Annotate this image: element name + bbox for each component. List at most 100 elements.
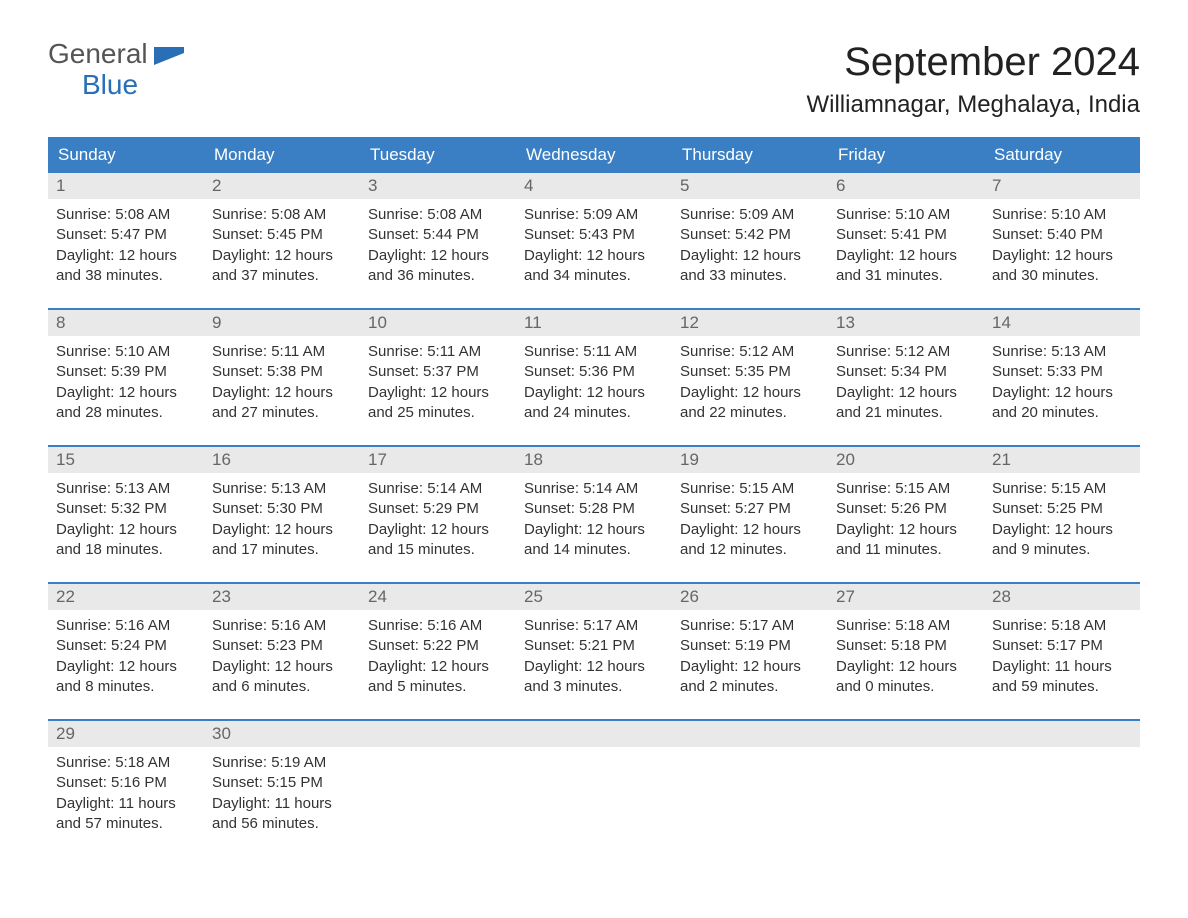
sunset-text: Sunset: 5:43 PM [524, 225, 664, 245]
title-block: September 2024 Williamnagar, Meghalaya, … [806, 40, 1140, 119]
sunset-text: Sunset: 5:18 PM [836, 636, 976, 656]
calendar-day: 17Sunrise: 5:14 AMSunset: 5:29 PMDayligh… [360, 447, 516, 564]
daylight-text: Daylight: 12 hours and 30 minutes. [992, 246, 1132, 287]
day-number: 12 [672, 310, 828, 336]
week-row: 8Sunrise: 5:10 AMSunset: 5:39 PMDaylight… [48, 308, 1140, 427]
day-details: Sunrise: 5:13 AMSunset: 5:32 PMDaylight:… [48, 473, 204, 564]
day-details: Sunrise: 5:18 AMSunset: 5:16 PMDaylight:… [48, 747, 204, 838]
daylight-text: Daylight: 12 hours and 8 minutes. [56, 657, 196, 698]
day-number: 4 [516, 173, 672, 199]
calendar-day: 23Sunrise: 5:16 AMSunset: 5:23 PMDayligh… [204, 584, 360, 701]
location: Williamnagar, Meghalaya, India [806, 91, 1140, 119]
day-number: 17 [360, 447, 516, 473]
calendar-day [360, 721, 516, 838]
sunrise-text: Sunrise: 5:15 AM [836, 479, 976, 499]
sunset-text: Sunset: 5:41 PM [836, 225, 976, 245]
day-number: 21 [984, 447, 1140, 473]
calendar-day: 5Sunrise: 5:09 AMSunset: 5:42 PMDaylight… [672, 173, 828, 290]
sunrise-text: Sunrise: 5:19 AM [212, 753, 352, 773]
day-details: Sunrise: 5:15 AMSunset: 5:26 PMDaylight:… [828, 473, 984, 564]
day-details: Sunrise: 5:11 AMSunset: 5:36 PMDaylight:… [516, 336, 672, 427]
daylight-text: Daylight: 11 hours and 56 minutes. [212, 794, 352, 835]
calendar-day: 3Sunrise: 5:08 AMSunset: 5:44 PMDaylight… [360, 173, 516, 290]
day-details: Sunrise: 5:10 AMSunset: 5:39 PMDaylight:… [48, 336, 204, 427]
daylight-text: Daylight: 12 hours and 21 minutes. [836, 383, 976, 424]
sunset-text: Sunset: 5:38 PM [212, 362, 352, 382]
day-number: 5 [672, 173, 828, 199]
weekday-mon: Monday [204, 137, 360, 173]
sunrise-text: Sunrise: 5:15 AM [992, 479, 1132, 499]
sunset-text: Sunset: 5:39 PM [56, 362, 196, 382]
weekday-thu: Thursday [672, 137, 828, 173]
daylight-text: Daylight: 12 hours and 12 minutes. [680, 520, 820, 561]
day-number: 8 [48, 310, 204, 336]
header: General Blue September 2024 Williamnagar… [48, 40, 1140, 119]
sunset-text: Sunset: 5:22 PM [368, 636, 508, 656]
sunrise-text: Sunrise: 5:11 AM [212, 342, 352, 362]
logo-word1: General [48, 38, 148, 69]
day-number: 3 [360, 173, 516, 199]
daylight-text: Daylight: 12 hours and 27 minutes. [212, 383, 352, 424]
sunrise-text: Sunrise: 5:12 AM [836, 342, 976, 362]
calendar-day: 16Sunrise: 5:13 AMSunset: 5:30 PMDayligh… [204, 447, 360, 564]
sunset-text: Sunset: 5:32 PM [56, 499, 196, 519]
calendar-day: 25Sunrise: 5:17 AMSunset: 5:21 PMDayligh… [516, 584, 672, 701]
day-details: Sunrise: 5:11 AMSunset: 5:37 PMDaylight:… [360, 336, 516, 427]
sunrise-text: Sunrise: 5:16 AM [56, 616, 196, 636]
day-number: 6 [828, 173, 984, 199]
weekday-tue: Tuesday [360, 137, 516, 173]
day-number: 30 [204, 721, 360, 747]
sunset-text: Sunset: 5:19 PM [680, 636, 820, 656]
day-details: Sunrise: 5:14 AMSunset: 5:29 PMDaylight:… [360, 473, 516, 564]
day-number: 18 [516, 447, 672, 473]
day-number: 2 [204, 173, 360, 199]
calendar-day: 14Sunrise: 5:13 AMSunset: 5:33 PMDayligh… [984, 310, 1140, 427]
day-number: 23 [204, 584, 360, 610]
day-details: Sunrise: 5:16 AMSunset: 5:23 PMDaylight:… [204, 610, 360, 701]
calendar-day: 13 Sunrise: 5:12 AMSunset: 5:34 PMDayligh… [828, 310, 984, 427]
day-number [360, 721, 516, 747]
sunrise-text: Sunrise: 5:14 AM [524, 479, 664, 499]
sunrise-text: Sunrise: 5:13 AM [992, 342, 1132, 362]
day-number: 11 [516, 310, 672, 336]
day-details: Sunrise: 5:08 AMSunset: 5:44 PMDaylight:… [360, 199, 516, 290]
day-number: 25 [516, 584, 672, 610]
sunrise-text: Sunrise: 5:18 AM [836, 616, 976, 636]
day-number [672, 721, 828, 747]
sunset-text: Sunset: 5:16 PM [56, 773, 196, 793]
calendar: Sunday Monday Tuesday Wednesday Thursday… [48, 137, 1140, 838]
day-number: 13 [828, 310, 984, 336]
day-details: Sunrise: 5:15 AMSunset: 5:27 PMDaylight:… [672, 473, 828, 564]
daylight-text: Daylight: 12 hours and 3 minutes. [524, 657, 664, 698]
day-number [984, 721, 1140, 747]
month-title: September 2024 [806, 40, 1140, 85]
day-details: Sunrise: 5:10 AMSunset: 5:41 PMDaylight:… [828, 199, 984, 290]
sunrise-text: Sunrise: 5:08 AM [212, 205, 352, 225]
daylight-text: Daylight: 12 hours and 20 minutes. [992, 383, 1132, 424]
weekday-header: Sunday Monday Tuesday Wednesday Thursday… [48, 137, 1140, 173]
sunset-text: Sunset: 5:34 PM [836, 362, 976, 382]
daylight-text: Daylight: 12 hours and 15 minutes. [368, 520, 508, 561]
sunrise-text: Sunrise: 5:18 AM [992, 616, 1132, 636]
sunrise-text: Sunrise: 5:11 AM [524, 342, 664, 362]
calendar-day: 6Sunrise: 5:10 AMSunset: 5:41 PMDaylight… [828, 173, 984, 290]
calendar-day: 10Sunrise: 5:11 AMSunset: 5:37 PMDayligh… [360, 310, 516, 427]
sunrise-text: Sunrise: 5:10 AM [836, 205, 976, 225]
calendar-day [672, 721, 828, 838]
daylight-text: Daylight: 12 hours and 24 minutes. [524, 383, 664, 424]
sunset-text: Sunset: 5:37 PM [368, 362, 508, 382]
sunset-text: Sunset: 5:45 PM [212, 225, 352, 245]
sunset-text: Sunset: 5:28 PM [524, 499, 664, 519]
calendar-day: 2Sunrise: 5:08 AMSunset: 5:45 PMDaylight… [204, 173, 360, 290]
logo-flag-icon [154, 47, 184, 71]
weeks-container: 1Sunrise: 5:08 AMSunset: 5:47 PMDaylight… [48, 173, 1140, 838]
daylight-text: Daylight: 12 hours and 6 minutes. [212, 657, 352, 698]
day-number: 28 [984, 584, 1140, 610]
sunrise-text: Sunrise: 5:13 AM [56, 479, 196, 499]
calendar-day: 11Sunrise: 5:11 AMSunset: 5:36 PMDayligh… [516, 310, 672, 427]
calendar-day: 22Sunrise: 5:16 AMSunset: 5:24 PMDayligh… [48, 584, 204, 701]
daylight-text: Daylight: 12 hours and 25 minutes. [368, 383, 508, 424]
sunrise-text: Sunrise: 5:16 AM [368, 616, 508, 636]
day-details: Sunrise: 5:10 AMSunset: 5:40 PMDaylight:… [984, 199, 1140, 290]
day-details: Sunrise: 5:14 AMSunset: 5:28 PMDaylight:… [516, 473, 672, 564]
